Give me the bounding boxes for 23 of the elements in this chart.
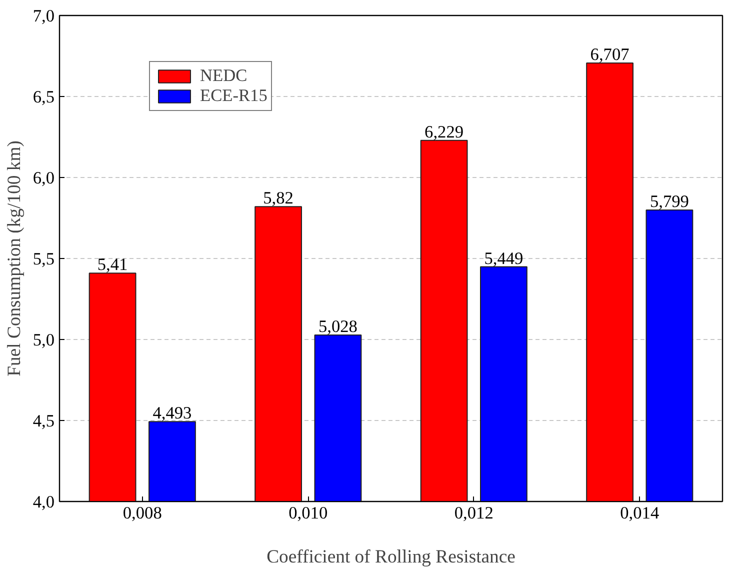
data-label: 5,799 — [650, 192, 689, 212]
y-tick-label: 6,5 — [32, 88, 55, 106]
data-label: 5,82 — [263, 188, 294, 208]
data-label: 6,707 — [590, 44, 630, 64]
x-axis-title: Coefficient of Rolling Resistance — [266, 546, 516, 568]
x-tick-label: 0,014 — [620, 504, 660, 522]
x-tick-label: 0,010 — [288, 504, 328, 522]
data-label: 5,41 — [97, 255, 128, 274]
legend-label: NEDC — [200, 66, 248, 86]
y-axis-title: Fuel Consumption (kg/100 km) — [4, 140, 25, 376]
data-label: 5,449 — [484, 248, 524, 268]
data-label: 6,229 — [424, 122, 464, 142]
y-tick-label: 5,5 — [32, 250, 55, 268]
x-tick-label: 0,012 — [454, 504, 494, 522]
y-tick-label: 4,5 — [32, 412, 55, 430]
data-label: 5,028 — [318, 316, 358, 336]
x-tick-label: 0,008 — [122, 504, 162, 522]
data-label: 4,493 — [152, 404, 192, 423]
legend-label: ECE-R15 — [200, 86, 268, 106]
y-tick-label: 4,0 — [32, 492, 55, 512]
y-tick-label: 5,0 — [32, 330, 55, 350]
y-tick-label: 7,0 — [32, 6, 55, 26]
y-tick-label: 6,0 — [32, 168, 55, 188]
